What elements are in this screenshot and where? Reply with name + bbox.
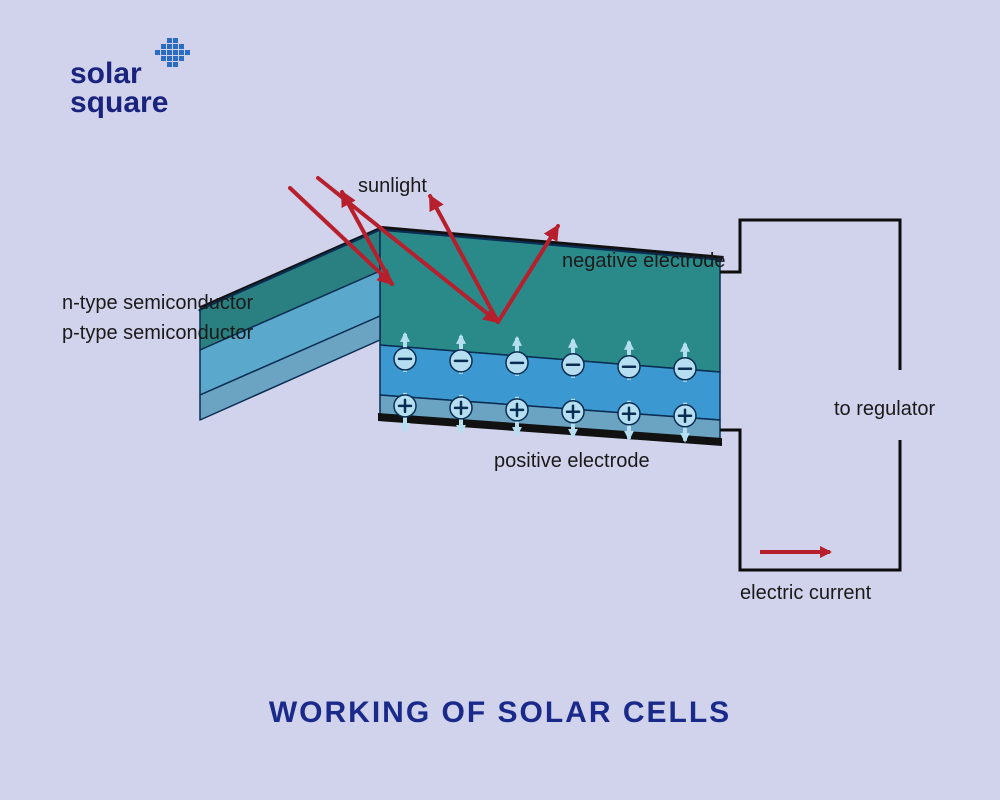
label-n-type: n-type semiconductor <box>62 292 253 315</box>
logo-line2: square <box>70 89 168 118</box>
label-sunlight: sunlight <box>358 175 427 198</box>
logo-grid-icon <box>155 38 205 78</box>
label-positive-electrode: positive electrode <box>494 450 650 473</box>
label-to-regulator: to regulator <box>834 398 935 421</box>
label-electric-current: electric current <box>740 582 871 605</box>
logo-line1: solar <box>70 60 168 89</box>
label-p-type: p-type semiconductor <box>62 322 253 345</box>
label-negative-electrode: negative electrode <box>562 250 725 273</box>
page-title: WORKING OF SOLAR CELLS <box>269 696 731 730</box>
brand-logo: solar square <box>70 60 168 117</box>
